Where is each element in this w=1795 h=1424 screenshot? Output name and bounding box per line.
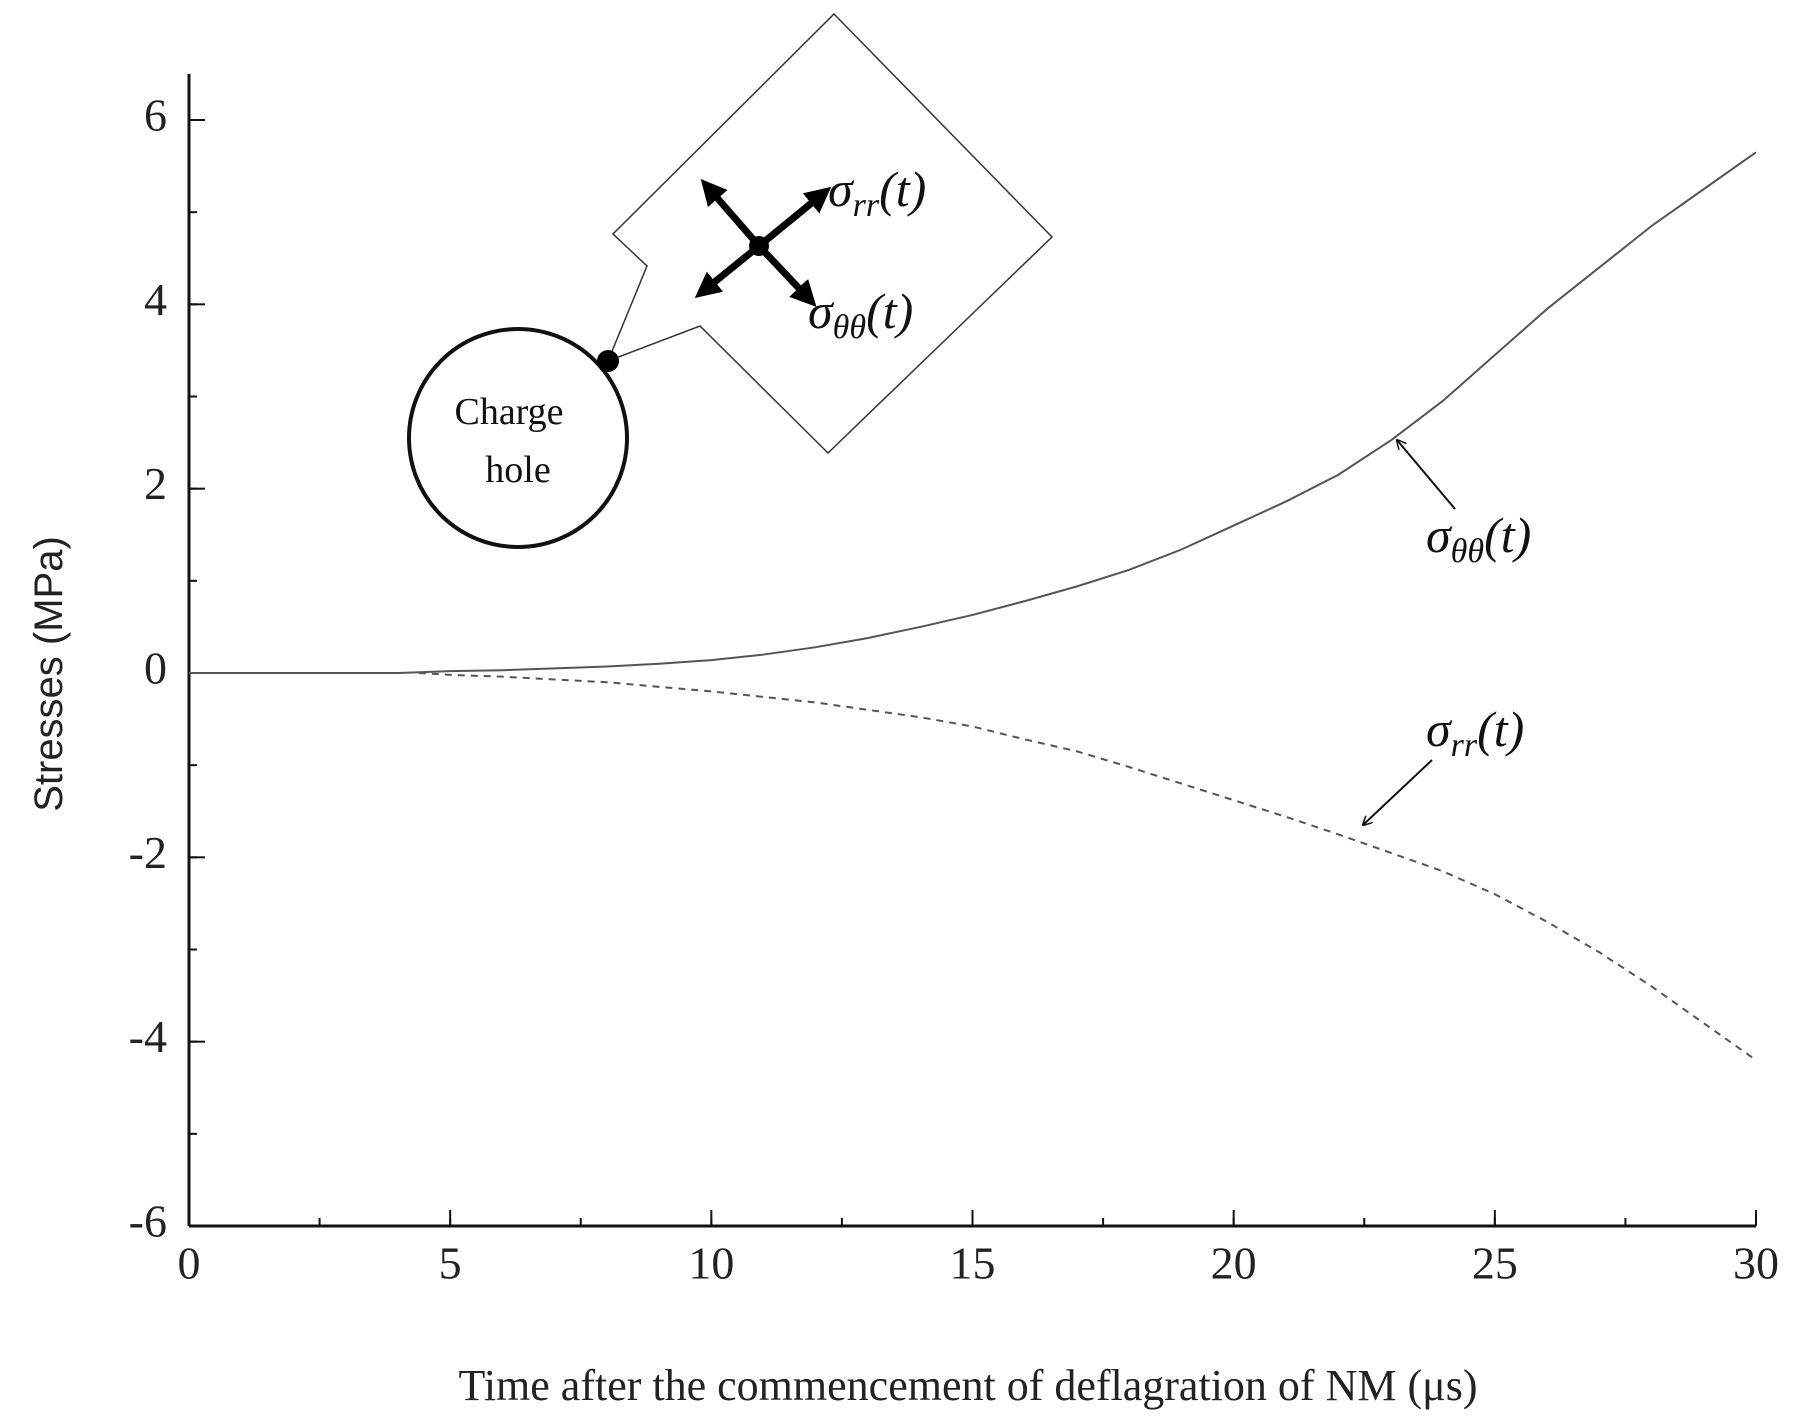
x-tick-label: 15 [950,1238,996,1289]
chart: Charge hole σrr(t) σθθ(t) Time after the… [0,0,1795,1424]
y-axis-label: Stresses (MPa) [27,536,71,812]
annotation-arrow [1397,440,1455,509]
y-tick-label: 4 [144,274,167,325]
y-tick-label: -4 [129,1011,167,1062]
hole-label: hole [485,449,550,491]
y-tick-label: -2 [129,827,167,878]
hole-label: Charge [454,391,563,433]
x-tick-label: 30 [1733,1238,1779,1289]
x-tick-label: 10 [688,1238,734,1289]
y-tick-label: 0 [144,643,167,694]
charge-hole [409,329,627,547]
x-axis-label: Time after the commencement of deflagrat… [459,1361,1478,1410]
annotation: σθθ(t) [1426,507,1531,570]
annotation: σrr(t) [1426,701,1524,764]
x-tick-label: 25 [1472,1238,1518,1289]
series-line [419,673,1756,1060]
callout [608,14,1052,453]
x-tick-label: 20 [1211,1238,1257,1289]
annotation-arrow [1363,760,1432,825]
inset-diagram: Charge hole σrr(t) σθθ(t) [409,14,1052,547]
x-tick-label: 5 [439,1238,462,1289]
x-tick-label: 0 [178,1238,201,1289]
y-tick-label: -6 [129,1196,167,1247]
y-tick-label: 2 [144,458,167,509]
y-tick-label: 6 [144,90,167,141]
point [597,350,619,372]
